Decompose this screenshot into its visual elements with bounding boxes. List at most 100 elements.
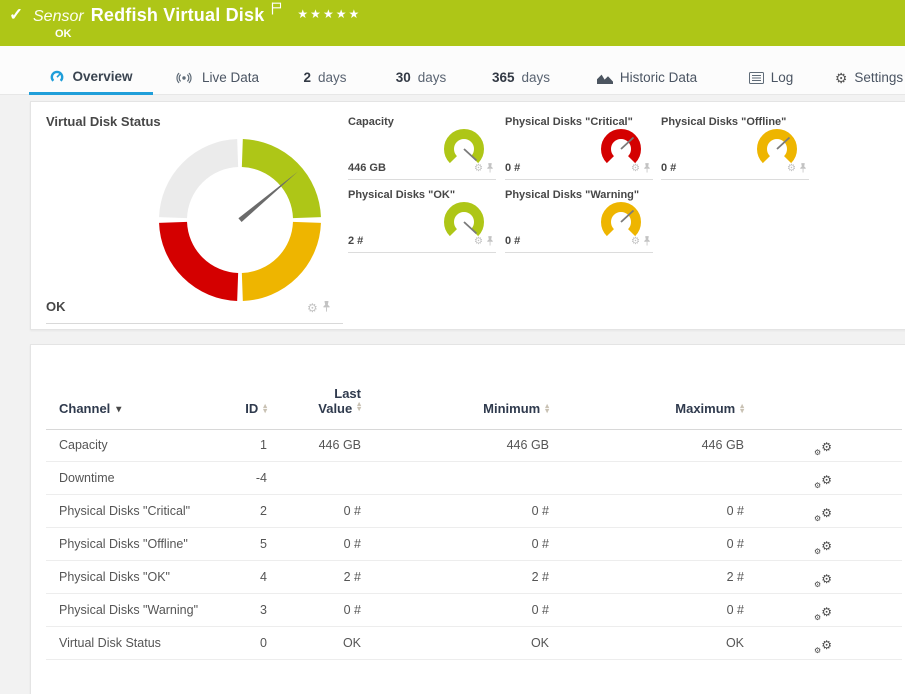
tab-overview[interactable]: Overview: [29, 46, 153, 95]
channel-last-value: [273, 462, 361, 495]
channel-minimum: 0 #: [531, 504, 549, 518]
sensor-header: ✓ Sensor Redfish Virtual Disk ★★★★★ OK: [0, 0, 905, 46]
table-row: Physical Disks "Warning" 3 0 # 0 # 0 # ⚙…: [31, 594, 905, 627]
channel-id: 5: [260, 537, 267, 551]
gauge-segment-ok: [241, 139, 321, 219]
priority-stars[interactable]: ★★★★★: [297, 7, 362, 21]
status-check-icon: ✓: [9, 5, 24, 24]
channel-name: Capacity: [59, 438, 108, 452]
channel-maximum: 0 #: [726, 537, 744, 551]
column-header-id[interactable]: ID ▴ ▾: [189, 401, 267, 429]
channel-name: Physical Disks "Offline": [59, 537, 188, 551]
tab-bar: Overview Live Data 2 days 30 days 365 da…: [0, 46, 905, 95]
channel-last-value: 0 #: [343, 537, 361, 551]
channel-maximum: 0 #: [726, 504, 744, 518]
gauge-pin-icon[interactable]: [643, 162, 651, 176]
gauge-pin-icon[interactable]: [643, 235, 651, 249]
channel-id: 4: [260, 570, 267, 584]
channel-maximum: 2 #: [726, 570, 744, 584]
tab-number: 365: [491, 70, 515, 85]
tab-label: Overview: [72, 68, 133, 84]
tab-number: 30: [395, 70, 411, 85]
gauge-settings-gear-icon[interactable]: ⚙: [631, 236, 640, 247]
table-row: Capacity 1 446 GB 446 GB 446 GB ⚙ ⚙: [31, 429, 905, 462]
gauge-needle: [238, 171, 298, 222]
gauge-settings-gear-icon[interactable]: ⚙: [307, 301, 318, 315]
divider: [46, 429, 902, 430]
channel-minimum: 446 GB: [506, 438, 549, 452]
mini-gauge-capacity: Capacity 446 GB ⚙: [348, 116, 496, 180]
gauge-pin-icon[interactable]: [799, 162, 807, 176]
tab-live-data[interactable]: Live Data: [168, 46, 264, 95]
mini-gauge-value: 446 GB: [348, 162, 386, 174]
channel-settings-icon[interactable]: ⚙ ⚙: [814, 572, 832, 589]
column-header-last-value[interactable]: Last Value ▴ ▾: [273, 386, 361, 429]
channel-last-value: 0 #: [343, 603, 361, 617]
tab-number: 2: [303, 70, 311, 85]
channel-maximum: OK: [725, 636, 744, 650]
gauge-settings-gear-icon[interactable]: ⚙: [474, 163, 483, 174]
gauge-settings-gear-icon[interactable]: ⚙: [787, 163, 796, 174]
channel-settings-icon[interactable]: ⚙ ⚙: [814, 539, 832, 556]
tab-log[interactable]: Log: [740, 46, 802, 95]
tab-label: Historic Data: [619, 70, 698, 85]
channel-maximum: 0 #: [726, 603, 744, 617]
virtual-disk-status-gauge: [159, 139, 321, 301]
channel-settings-icon[interactable]: ⚙ ⚙: [814, 440, 832, 457]
tab-label: Settings: [854, 70, 904, 85]
gauge-pin-icon[interactable]: [322, 301, 331, 315]
channel-settings-icon[interactable]: ⚙ ⚙: [814, 506, 832, 523]
sort-icons: ▴ ▾: [545, 401, 549, 416]
primary-gauge-title: Virtual Disk Status: [46, 114, 161, 129]
sort-icons: ▴ ▾: [263, 401, 267, 416]
sort-icons: ▴ ▾: [740, 401, 744, 416]
priority-flag-icon[interactable]: [271, 2, 282, 20]
tab-historic-data[interactable]: Historic Data: [588, 46, 706, 95]
gauge-settings-gear-icon[interactable]: ⚙: [474, 236, 483, 247]
mini-gauge-warning: Physical Disks "Warning" 0 # ⚙: [505, 189, 653, 253]
mini-gauge-dial: [601, 202, 641, 237]
column-header-channel[interactable]: Channel ▾: [59, 401, 229, 429]
channel-minimum: 0 #: [531, 603, 549, 617]
channel-table-panel: Channel ▾ ID ▴ ▾ Last Value ▴ ▾ Minimum ▴ ▾: [30, 344, 905, 694]
divider: [46, 323, 343, 324]
object-kind-label: Sensor: [33, 8, 84, 25]
channel-last-value: 446 GB: [318, 438, 361, 452]
channel-settings-icon[interactable]: ⚙ ⚙: [814, 473, 832, 490]
tab-label: days: [317, 70, 347, 85]
channel-last-value: 2 #: [343, 570, 361, 584]
channel-name: Physical Disks "OK": [59, 570, 170, 584]
channel-id: 1: [260, 438, 267, 452]
column-label: Value: [318, 401, 353, 416]
gauge-segment-error: [159, 221, 239, 301]
tab-label: days: [417, 70, 447, 85]
gauge-settings-gear-icon[interactable]: ⚙: [631, 163, 640, 174]
gauge-pin-icon[interactable]: [486, 162, 494, 176]
gauge-icon: [49, 69, 65, 84]
channel-settings-icon[interactable]: ⚙ ⚙: [814, 638, 832, 655]
sort-icons: ▴ ▾: [357, 398, 361, 413]
broadcast-icon: [173, 71, 195, 85]
table-row: Downtime -4 ⚙ ⚙: [31, 462, 905, 495]
tab-settings[interactable]: ⚙ Settings: [830, 46, 905, 95]
mini-gauge-title: Capacity: [348, 116, 394, 128]
mini-gauge-title: Physical Disks "Warning": [505, 189, 640, 201]
channel-maximum: [626, 462, 744, 495]
column-label: Last: [334, 386, 361, 401]
channel-maximum: 446 GB: [701, 438, 744, 452]
gauge-pin-icon[interactable]: [486, 235, 494, 249]
mini-gauge-value: 0 #: [505, 235, 521, 247]
mini-gauge-title: Physical Disks "Offline": [661, 116, 787, 128]
tab-2-days[interactable]: 2 days: [291, 46, 359, 95]
mini-gauge-dial: [601, 129, 641, 164]
column-header-maximum[interactable]: Maximum ▴ ▾: [626, 401, 744, 429]
channel-settings-icon[interactable]: ⚙ ⚙: [814, 605, 832, 622]
mini-gauge-dial: [444, 202, 484, 237]
gear-icon: ⚙: [834, 69, 848, 86]
primary-gauge-value: OK: [46, 299, 66, 314]
tab-30-days[interactable]: 30 days: [384, 46, 458, 95]
tab-label: Live Data: [201, 70, 260, 85]
tab-365-days[interactable]: 365 days: [480, 46, 562, 95]
column-header-minimum[interactable]: Minimum ▴ ▾: [431, 401, 549, 429]
